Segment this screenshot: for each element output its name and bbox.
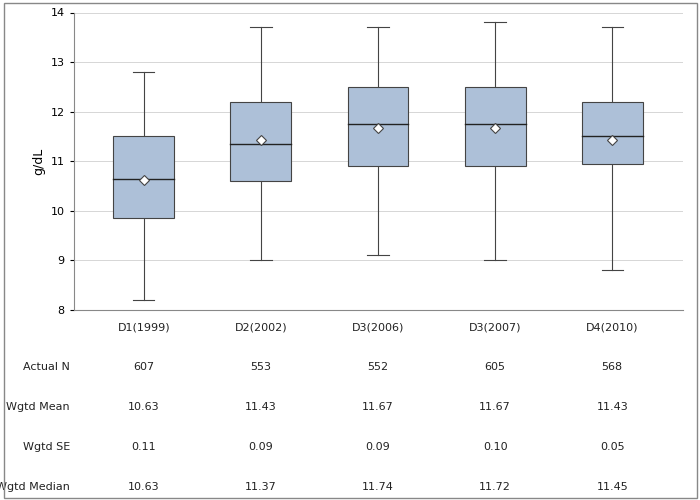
Text: D1(1999): D1(1999) — [118, 322, 170, 332]
Text: Wgtd Median: Wgtd Median — [0, 482, 70, 492]
Text: 0.09: 0.09 — [248, 442, 273, 452]
Text: 11.67: 11.67 — [362, 402, 394, 412]
Text: 0.10: 0.10 — [483, 442, 507, 452]
Text: Wgtd SE: Wgtd SE — [22, 442, 70, 452]
Text: 0.05: 0.05 — [600, 442, 624, 452]
Text: 11.67: 11.67 — [480, 402, 511, 412]
Text: 11.74: 11.74 — [362, 482, 394, 492]
Bar — [582, 102, 643, 164]
Text: D2(2002): D2(2002) — [234, 322, 287, 332]
Text: Wgtd Mean: Wgtd Mean — [6, 402, 70, 412]
Text: 11.37: 11.37 — [245, 482, 276, 492]
Text: 605: 605 — [484, 362, 505, 372]
Text: D4(2010): D4(2010) — [586, 322, 638, 332]
Text: Actual N: Actual N — [23, 362, 70, 372]
Text: 552: 552 — [368, 362, 388, 372]
Text: D3(2006): D3(2006) — [352, 322, 404, 332]
Text: 0.09: 0.09 — [365, 442, 391, 452]
Bar — [113, 136, 174, 218]
Text: 11.45: 11.45 — [596, 482, 628, 492]
Text: D3(2007): D3(2007) — [469, 322, 522, 332]
Text: 11.43: 11.43 — [596, 402, 628, 412]
Text: 607: 607 — [133, 362, 154, 372]
Text: 10.63: 10.63 — [128, 402, 160, 412]
Text: 10.63: 10.63 — [128, 482, 160, 492]
Text: 0.11: 0.11 — [132, 442, 156, 452]
Text: 11.43: 11.43 — [245, 402, 276, 412]
Y-axis label: g/dL: g/dL — [32, 148, 45, 175]
Bar — [230, 102, 291, 181]
Bar — [465, 87, 526, 166]
Text: 553: 553 — [251, 362, 272, 372]
Text: 568: 568 — [602, 362, 623, 372]
Bar — [348, 87, 409, 166]
Text: 11.72: 11.72 — [480, 482, 511, 492]
